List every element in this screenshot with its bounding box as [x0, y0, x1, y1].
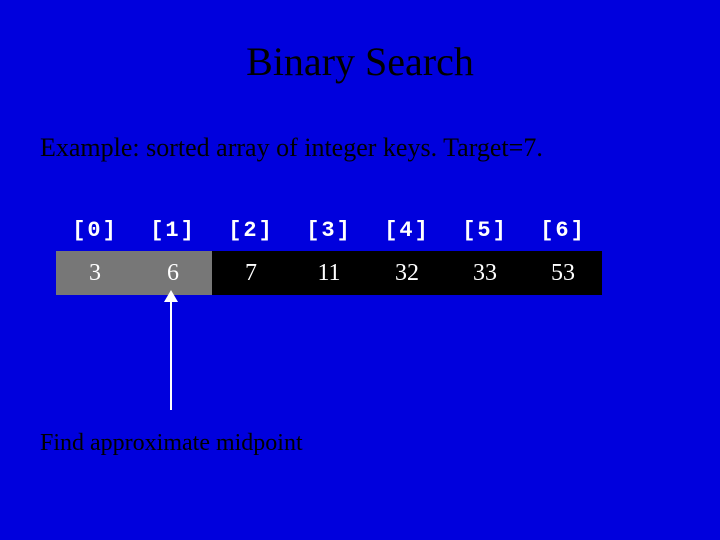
array-index-label: [1]: [134, 218, 212, 243]
array-cell: 6: [134, 251, 212, 295]
array-cell: 33: [446, 251, 524, 295]
pointer-arrow: [170, 300, 172, 410]
array-column: [5]33: [446, 218, 524, 295]
array-index-label: [0]: [56, 218, 134, 243]
array-column: [2]7: [212, 218, 290, 295]
array-index-label: [5]: [446, 218, 524, 243]
array-cell: 3: [56, 251, 134, 295]
slide-subtitle: Example: sorted array of integer keys. T…: [0, 85, 720, 163]
array-index-label: [3]: [290, 218, 368, 243]
array-index-label: [4]: [368, 218, 446, 243]
array-cell: 11: [290, 251, 368, 295]
array-cell: 7: [212, 251, 290, 295]
arrow-head: [164, 290, 178, 302]
array-column: [6]53: [524, 218, 602, 295]
array-column: [4]32: [368, 218, 446, 295]
array-index-label: [6]: [524, 218, 602, 243]
array-index-label: [2]: [212, 218, 290, 243]
array-container: [0]3[1]6[2]7[3]11[4]32[5]33[6]53: [56, 218, 602, 295]
array-column: [3]11: [290, 218, 368, 295]
array-cell: 32: [368, 251, 446, 295]
array-cell: 53: [524, 251, 602, 295]
array-column: [0]3: [56, 218, 134, 295]
caption-text: Find approximate midpoint: [40, 430, 303, 457]
slide-title: Binary Search: [0, 0, 720, 85]
array-column: [1]6: [134, 218, 212, 295]
slide: Binary Search Example: sorted array of i…: [0, 0, 720, 540]
